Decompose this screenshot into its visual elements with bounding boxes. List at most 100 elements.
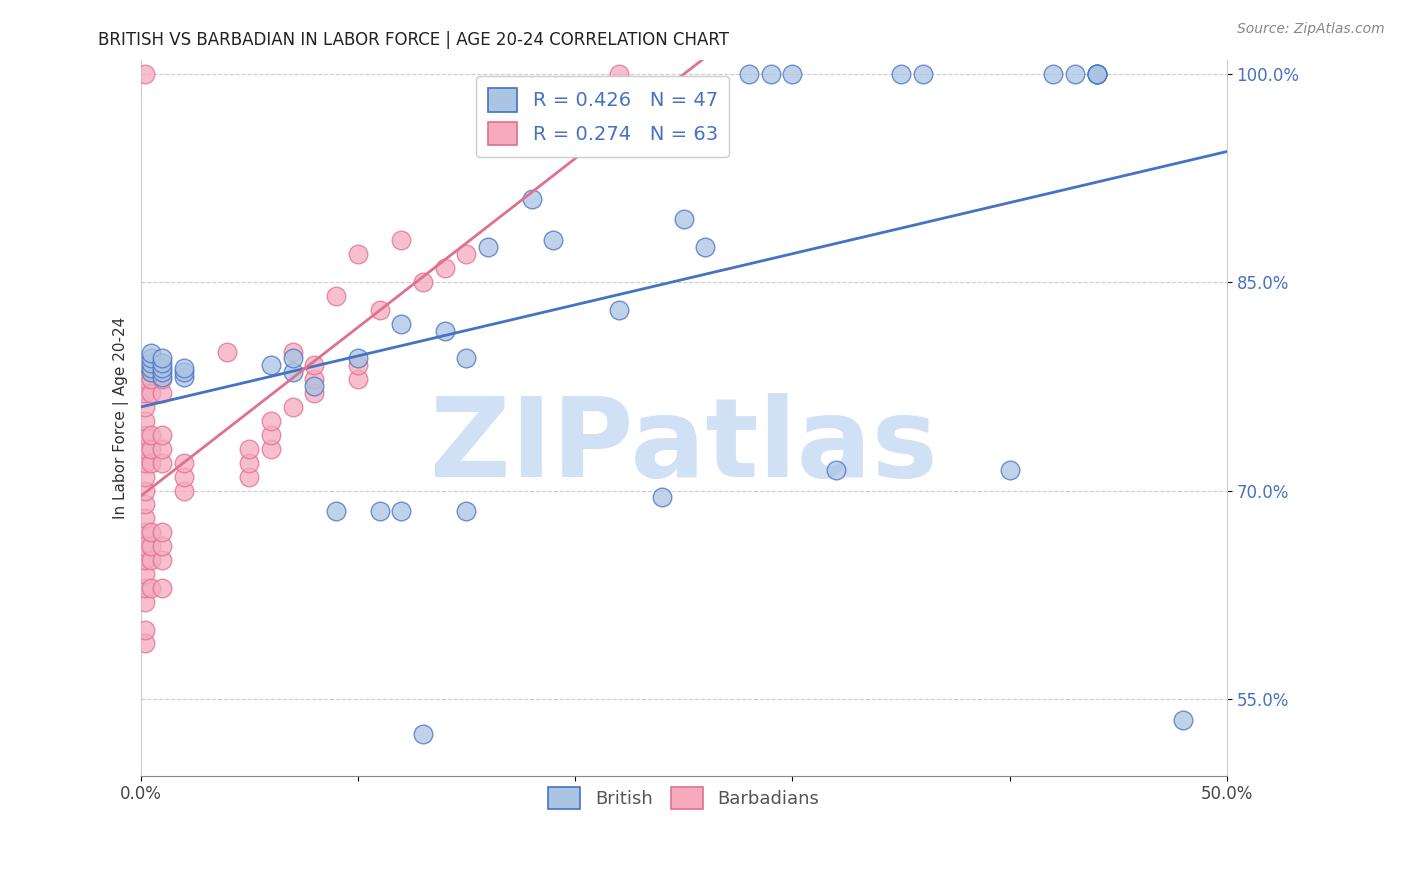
Point (141, 351, 163, 366)
Point (824, 463, 846, 477)
Point (543, 233, 565, 247)
Point (150, 356, 173, 370)
Point (477, 240, 499, 254)
Point (141, 553, 163, 567)
Point (368, 504, 391, 518)
Point (141, 356, 163, 370)
Text: ZIPatlas: ZIPatlas (430, 392, 938, 500)
Point (134, 498, 156, 512)
Point (134, 636, 156, 650)
Point (695, 240, 717, 254)
Point (150, 365, 173, 379)
Point (281, 351, 304, 366)
Point (738, 66, 761, 80)
Point (173, 469, 195, 483)
Point (238, 456, 260, 470)
Point (1173, 713, 1195, 727)
Point (304, 372, 326, 386)
Point (134, 539, 156, 553)
Text: Source: ZipAtlas.com: Source: ZipAtlas.com (1237, 22, 1385, 37)
Point (998, 463, 1021, 477)
Point (281, 344, 304, 359)
Point (134, 483, 156, 498)
Point (141, 456, 163, 470)
Point (173, 369, 195, 384)
Point (134, 469, 156, 483)
Point (141, 539, 163, 553)
Point (1085, 66, 1108, 80)
Point (134, 525, 156, 540)
Point (173, 456, 195, 470)
Point (141, 346, 163, 360)
Point (1063, 66, 1085, 80)
Point (141, 442, 163, 456)
Point (456, 351, 478, 366)
Point (134, 595, 156, 609)
Point (672, 212, 695, 227)
Point (281, 365, 304, 379)
Point (346, 351, 368, 366)
Point (389, 317, 412, 331)
Point (150, 581, 173, 595)
Point (134, 66, 156, 80)
Point (260, 428, 283, 442)
Point (304, 379, 326, 393)
Point (412, 727, 434, 741)
Point (433, 261, 456, 276)
Point (150, 361, 173, 376)
Point (456, 504, 478, 518)
Point (1085, 66, 1108, 80)
Point (134, 428, 156, 442)
Point (150, 386, 173, 401)
Point (173, 361, 195, 376)
Point (134, 581, 156, 595)
Point (141, 365, 163, 379)
Point (389, 233, 412, 247)
Point (304, 359, 326, 373)
Point (217, 344, 239, 359)
Point (456, 247, 478, 261)
Text: BRITISH VS BARBADIAN IN LABOR FORCE | AGE 20-24 CORRELATION CHART: BRITISH VS BARBADIAN IN LABOR FORCE | AG… (98, 31, 730, 49)
Point (134, 553, 156, 567)
Point (890, 66, 912, 80)
Point (325, 504, 347, 518)
Point (238, 469, 260, 483)
Point (134, 623, 156, 637)
Point (368, 302, 391, 317)
Point (607, 302, 630, 317)
Point (607, 66, 630, 80)
Point (141, 386, 163, 401)
Point (134, 566, 156, 581)
Point (651, 491, 673, 505)
Point (141, 428, 163, 442)
Point (150, 553, 173, 567)
Point (520, 192, 543, 206)
Point (325, 289, 347, 303)
Point (134, 511, 156, 525)
Point (141, 361, 163, 376)
Point (260, 414, 283, 428)
Point (1042, 66, 1064, 80)
Point (150, 428, 173, 442)
Point (260, 359, 283, 373)
Point (150, 351, 173, 366)
Point (141, 525, 163, 540)
Point (150, 456, 173, 470)
Point (346, 247, 368, 261)
Point (433, 324, 456, 338)
Y-axis label: In Labor Force | Age 20-24: In Labor Force | Age 20-24 (114, 317, 129, 518)
Point (911, 66, 934, 80)
Point (134, 414, 156, 428)
Point (346, 372, 368, 386)
Point (1085, 66, 1108, 80)
Point (412, 275, 434, 289)
Point (134, 442, 156, 456)
Point (1085, 66, 1108, 80)
Point (150, 525, 173, 540)
Point (238, 442, 260, 456)
Point (260, 442, 283, 456)
Point (173, 483, 195, 498)
Point (150, 372, 173, 386)
Point (141, 581, 163, 595)
Point (173, 365, 195, 379)
